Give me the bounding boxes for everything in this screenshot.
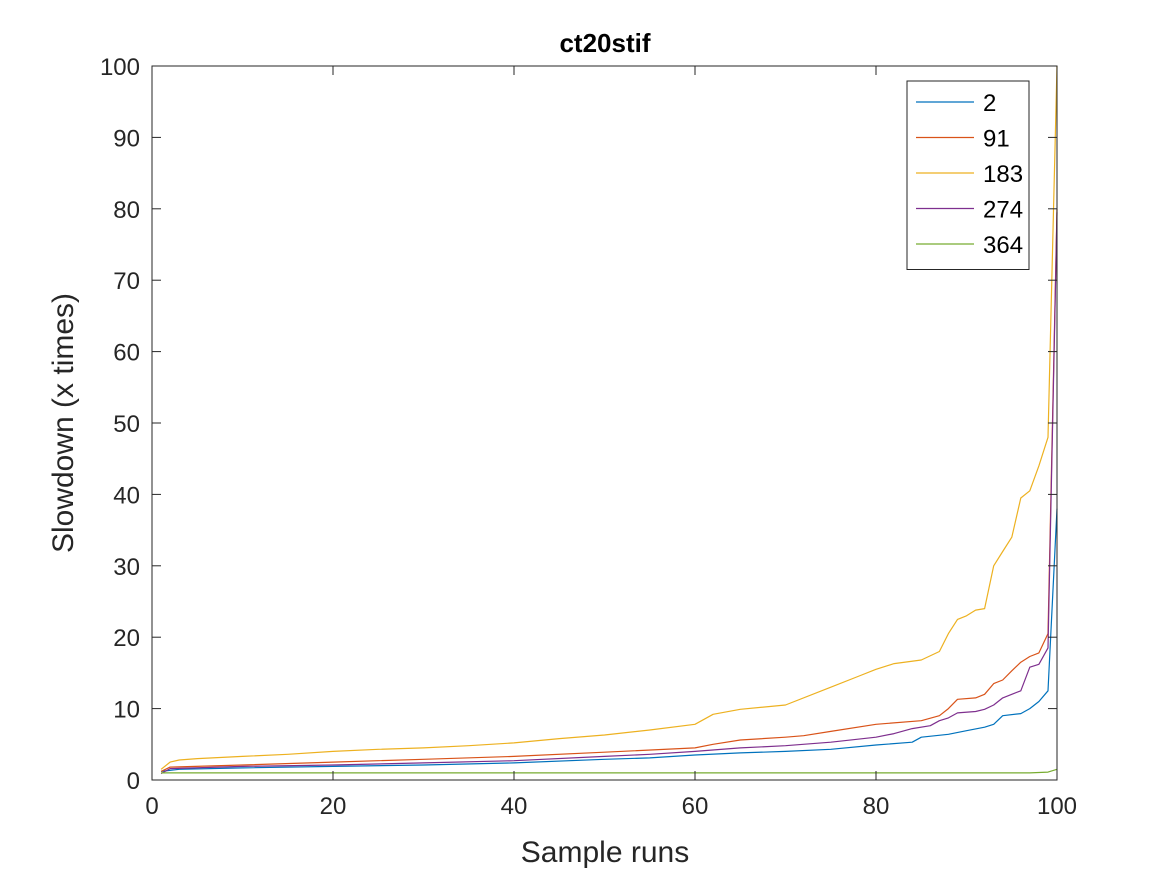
x-axis-title: Sample runs [521, 836, 689, 869]
series-line-274 [160, 212, 1058, 775]
series-line-364 [161, 768, 1058, 774]
series-line-91 [160, 208, 1058, 772]
legend-box [906, 80, 1030, 270]
x-tick-label: 20 [320, 793, 347, 820]
series-line-2 [161, 508, 1058, 772]
y-tick-label: 40 [113, 482, 140, 509]
legend-label-274: 274 [983, 197, 1023, 224]
y-tick-label: 90 [113, 125, 140, 152]
x-tick-label: 40 [501, 793, 528, 820]
legend-label-91: 91 [983, 126, 1010, 153]
legend-label-2: 2 [983, 90, 996, 117]
series-lines-layer [160, 65, 1058, 775]
series-line-183 [160, 65, 1058, 770]
y-tick-label: 0 [127, 768, 140, 795]
y-tick-label: 30 [113, 554, 140, 581]
legend: 2 91 183 274 364 [906, 80, 1030, 270]
x-tick-label: 0 [145, 793, 158, 820]
y-tick-label: 70 [113, 268, 140, 295]
legend-label-364: 364 [983, 232, 1023, 259]
y-tick-label: 50 [113, 411, 140, 438]
y-axis-title: Slowdown (x times) [47, 293, 80, 553]
y-tick-label: 20 [113, 625, 140, 652]
chart-title: ct20stif [559, 28, 650, 58]
y-tick-label: 60 [113, 340, 140, 367]
legend-label-183: 183 [983, 161, 1023, 188]
y-tick-label: 10 [113, 697, 140, 724]
axes-layer: 0 20 40 60 80 100 0 10 20 30 40 50 60 70 80 90 100 [100, 54, 1077, 820]
y-tick-label: 100 [100, 54, 140, 81]
y-tick-label: 80 [113, 197, 140, 224]
x-tick-label: 100 [1037, 793, 1077, 820]
x-tick-label: 60 [682, 793, 709, 820]
x-tick-label: 80 [863, 793, 890, 820]
